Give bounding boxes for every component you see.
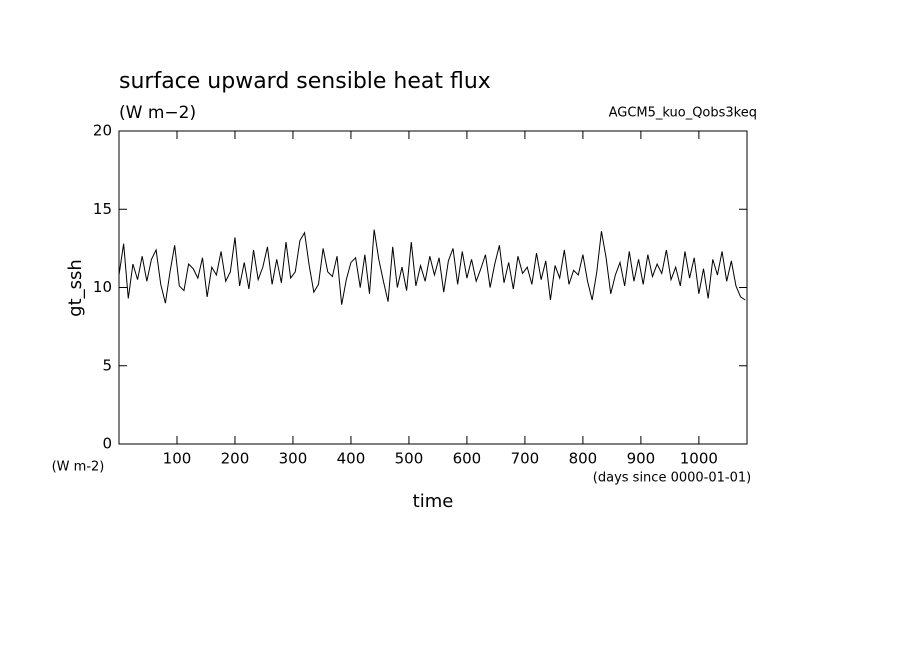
x-tick-label: 100 (163, 450, 192, 468)
y-tick-label: 15 (93, 200, 112, 218)
x-units: (days since 0000-01-01) (593, 471, 751, 486)
plot-frame (118, 130, 748, 445)
x-tick-label: 200 (221, 450, 250, 468)
x-tick-label: 1000 (680, 450, 718, 468)
x-tick-label: 800 (569, 450, 598, 468)
x-tick-label: 900 (627, 450, 656, 468)
x-tick-label: 600 (453, 450, 482, 468)
y-axis-label: gt_ssh (65, 259, 86, 317)
y-tick-label: 10 (93, 278, 112, 296)
annotation: AGCM5_kuo_Qobs3keq (609, 106, 757, 121)
subtitle: (W m−2) (119, 103, 196, 123)
x-tick-label: 700 (511, 450, 540, 468)
x-axis-label: time (413, 491, 454, 512)
x-tick-label: 300 (279, 450, 308, 468)
x-tick-label: 500 (395, 450, 424, 468)
y-tick-label: 5 (102, 356, 112, 374)
chart-title: surface upward sensible heat flux (119, 69, 491, 94)
y-units: (W m-2) (52, 460, 105, 475)
y-tick-label: 0 (102, 435, 112, 453)
y-tick-label: 20 (93, 122, 112, 140)
x-tick-label: 400 (337, 450, 366, 468)
series-line (118, 229, 746, 305)
